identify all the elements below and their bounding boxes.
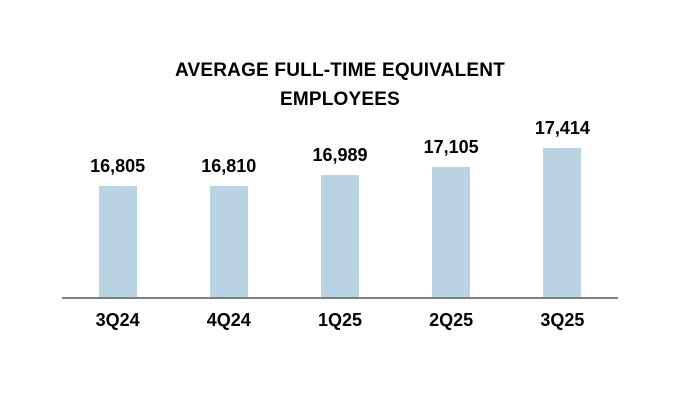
category-label: 1Q25 [284, 310, 395, 331]
bar [432, 167, 470, 297]
bar-value-label: 16,810 [201, 156, 256, 177]
bar-group: 17,105 [396, 137, 507, 297]
chart-canvas: AVERAGE FULL-TIME EQUIVALENT EMPLOYEES 1… [0, 0, 680, 400]
bar-group: 16,810 [173, 156, 284, 297]
bar-group: 16,989 [284, 145, 395, 297]
bar-group: 17,414 [507, 118, 618, 297]
category-axis-labels: 3Q24 4Q24 1Q25 2Q25 3Q25 [62, 310, 618, 331]
bar-value-label: 17,105 [424, 137, 479, 158]
category-label: 3Q25 [507, 310, 618, 331]
bar [210, 186, 248, 297]
bars-row-with-x-axis-line: 16,805 16,810 16,989 17,105 17,414 [62, 107, 618, 299]
bar-value-label: 16,989 [312, 145, 367, 166]
chart-title: AVERAGE FULL-TIME EQUIVALENT EMPLOYEES [125, 57, 555, 114]
category-label: 4Q24 [173, 310, 284, 331]
category-label: 3Q24 [62, 310, 173, 331]
plot-area: 16,805 16,810 16,989 17,105 17,414 3Q2 [62, 107, 618, 331]
bar-value-label: 16,805 [90, 156, 145, 177]
bar-value-label: 17,414 [535, 118, 590, 139]
bar [99, 186, 137, 297]
bar-group: 16,805 [62, 156, 173, 297]
bar [321, 175, 359, 297]
bar [543, 148, 581, 297]
category-label: 2Q25 [396, 310, 507, 331]
